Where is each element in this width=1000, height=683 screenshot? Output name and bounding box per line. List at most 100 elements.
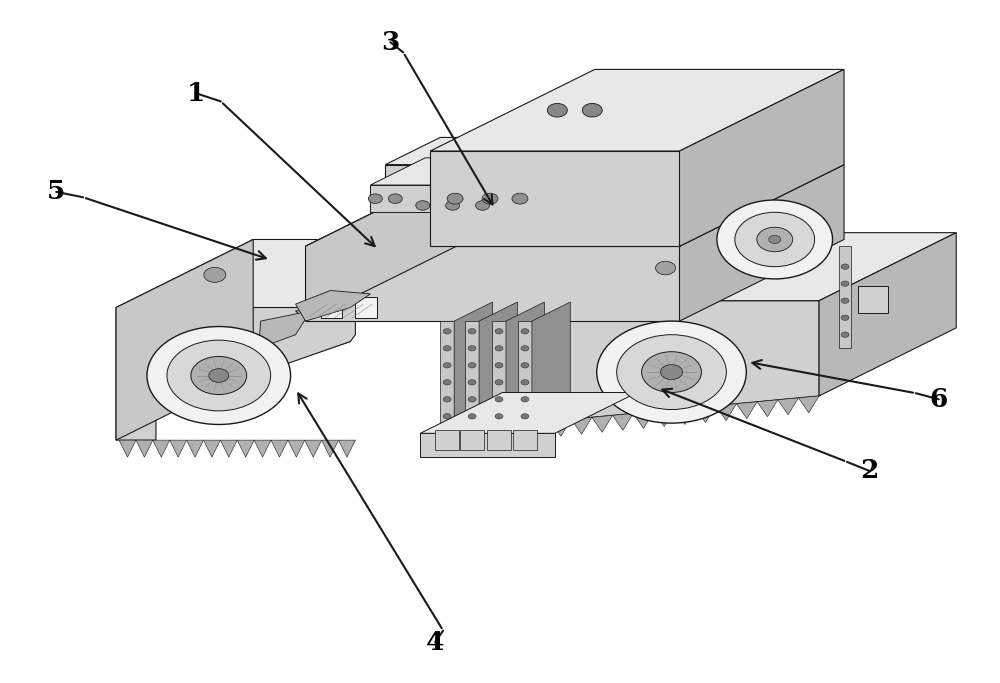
Circle shape: [468, 414, 476, 419]
Circle shape: [443, 346, 451, 351]
Polygon shape: [530, 233, 956, 301]
Polygon shape: [460, 430, 484, 450]
Polygon shape: [492, 321, 506, 436]
Circle shape: [521, 363, 529, 368]
Circle shape: [642, 352, 701, 393]
Polygon shape: [119, 440, 136, 457]
Circle shape: [482, 193, 498, 204]
Circle shape: [204, 267, 226, 282]
Circle shape: [443, 397, 451, 402]
Circle shape: [582, 103, 602, 117]
Circle shape: [147, 326, 291, 425]
Circle shape: [468, 397, 476, 402]
Polygon shape: [136, 440, 153, 457]
Text: 4: 4: [426, 630, 444, 655]
Polygon shape: [203, 440, 220, 457]
Polygon shape: [571, 417, 592, 434]
Text: 5: 5: [47, 180, 65, 204]
Polygon shape: [254, 440, 271, 457]
Circle shape: [512, 193, 528, 204]
Circle shape: [446, 201, 460, 210]
Polygon shape: [440, 321, 454, 436]
Polygon shape: [506, 302, 544, 436]
Polygon shape: [430, 151, 680, 247]
Circle shape: [841, 332, 849, 337]
Polygon shape: [306, 247, 680, 321]
Circle shape: [495, 397, 503, 402]
Circle shape: [547, 103, 567, 117]
Polygon shape: [435, 430, 459, 450]
Circle shape: [841, 281, 849, 286]
Polygon shape: [454, 302, 493, 436]
Polygon shape: [306, 165, 844, 247]
Polygon shape: [121, 311, 350, 417]
Polygon shape: [839, 247, 851, 348]
Polygon shape: [259, 311, 311, 348]
Text: 6: 6: [930, 387, 948, 412]
Polygon shape: [518, 321, 532, 436]
Polygon shape: [305, 440, 322, 457]
Polygon shape: [513, 430, 537, 450]
Polygon shape: [296, 290, 370, 321]
Circle shape: [597, 321, 746, 423]
Polygon shape: [680, 165, 844, 321]
Circle shape: [521, 397, 529, 402]
Circle shape: [735, 212, 815, 266]
Circle shape: [468, 329, 476, 334]
Polygon shape: [757, 400, 778, 417]
Polygon shape: [385, 165, 430, 226]
Circle shape: [521, 414, 529, 419]
Circle shape: [841, 264, 849, 269]
Polygon shape: [551, 419, 571, 436]
Polygon shape: [778, 398, 798, 415]
Polygon shape: [220, 440, 237, 457]
Polygon shape: [288, 440, 305, 457]
Circle shape: [416, 201, 430, 210]
Polygon shape: [530, 421, 551, 438]
Text: 1: 1: [187, 81, 205, 106]
Polygon shape: [153, 440, 170, 457]
Polygon shape: [237, 440, 254, 457]
Text: 2: 2: [860, 458, 878, 484]
Circle shape: [495, 329, 503, 334]
Polygon shape: [465, 321, 479, 436]
Circle shape: [495, 414, 503, 419]
Polygon shape: [530, 301, 819, 423]
Polygon shape: [322, 440, 339, 457]
Polygon shape: [633, 411, 654, 428]
Polygon shape: [116, 307, 355, 440]
Polygon shape: [187, 440, 203, 457]
Circle shape: [209, 369, 229, 382]
Polygon shape: [271, 440, 288, 457]
Circle shape: [468, 380, 476, 385]
Circle shape: [495, 380, 503, 385]
Polygon shape: [306, 165, 470, 321]
Polygon shape: [736, 402, 757, 419]
Polygon shape: [370, 185, 430, 212]
Polygon shape: [680, 70, 844, 247]
Circle shape: [388, 194, 402, 204]
Polygon shape: [430, 165, 844, 247]
Circle shape: [476, 201, 490, 210]
Circle shape: [521, 380, 529, 385]
Circle shape: [521, 329, 529, 334]
Circle shape: [617, 335, 726, 410]
Circle shape: [468, 346, 476, 351]
Circle shape: [495, 346, 503, 351]
Circle shape: [841, 315, 849, 320]
Circle shape: [368, 194, 382, 204]
Polygon shape: [487, 430, 511, 450]
Circle shape: [447, 193, 463, 204]
Polygon shape: [819, 233, 956, 396]
Polygon shape: [355, 297, 377, 318]
Circle shape: [765, 261, 785, 275]
Polygon shape: [532, 302, 570, 436]
Polygon shape: [592, 415, 613, 432]
Circle shape: [443, 380, 451, 385]
Circle shape: [656, 261, 676, 275]
Circle shape: [443, 329, 451, 334]
Circle shape: [841, 298, 849, 303]
Polygon shape: [320, 297, 342, 318]
Circle shape: [521, 346, 529, 351]
Polygon shape: [613, 413, 633, 430]
